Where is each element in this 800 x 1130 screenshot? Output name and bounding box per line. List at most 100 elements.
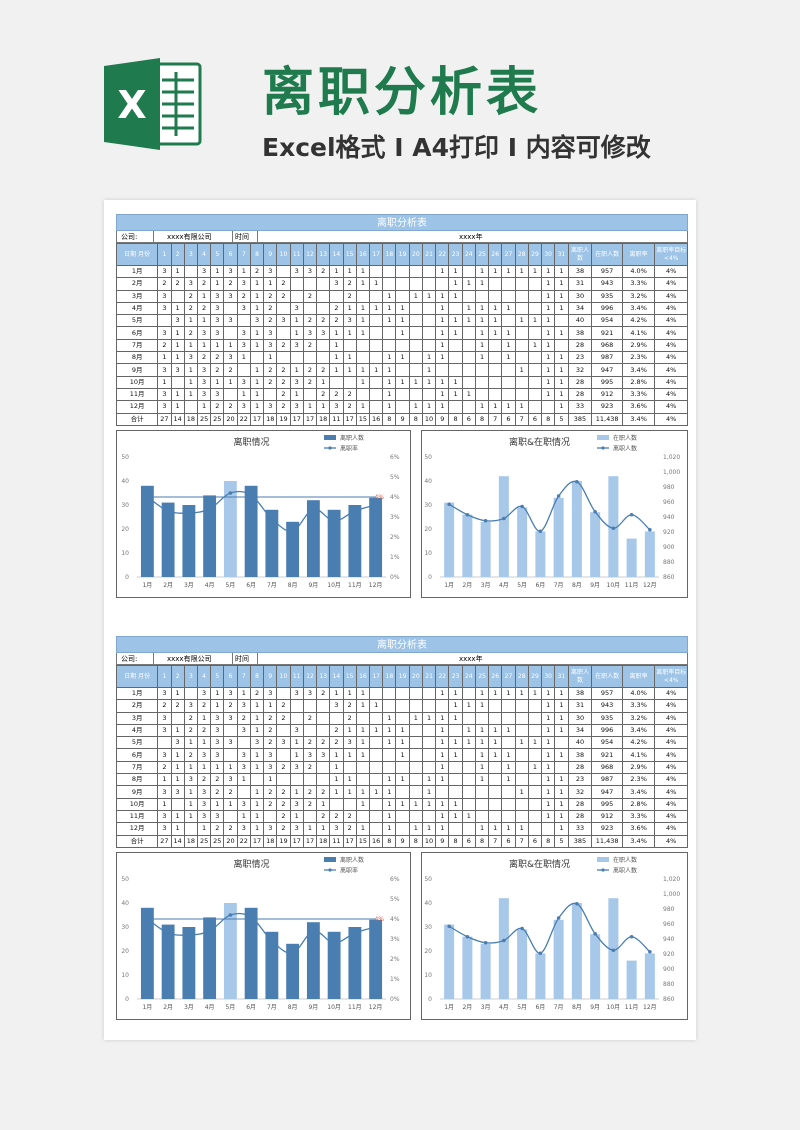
header-day-cell: 17 — [369, 665, 384, 688]
day-cell: 1 — [355, 736, 371, 750]
day-cell: 3 — [329, 277, 344, 291]
line-point — [166, 931, 170, 935]
day-cell: 1 — [448, 686, 463, 701]
day-cell: 1 — [170, 748, 185, 762]
y-tick-right: 2% — [390, 534, 400, 541]
x-tick: 5月 — [225, 1004, 235, 1011]
y-tick-right: 1% — [390, 554, 400, 561]
x-tick: 8月 — [288, 1004, 298, 1011]
month-cell: 10月 — [115, 797, 159, 811]
day-cell — [501, 809, 516, 824]
x-tick: 9月 — [308, 1004, 318, 1011]
line-point — [483, 940, 488, 945]
resigned-cell: 28 — [567, 797, 593, 811]
target-cell: 4% — [654, 363, 688, 377]
header-day-cell: 29 — [527, 243, 543, 266]
day-cell — [408, 809, 423, 824]
day-cell — [382, 326, 397, 340]
bar — [161, 924, 175, 999]
day-cell — [276, 351, 291, 365]
x-tick: 8月 — [572, 1004, 582, 1011]
day-cell: 1 — [289, 363, 304, 377]
day-cell: 1 — [316, 797, 331, 811]
day-cell: 1 — [501, 822, 516, 836]
employed-cell: 954 — [591, 314, 623, 328]
legend-line-label: 离职人数 — [613, 866, 637, 874]
y-tick-right: 6% — [390, 454, 400, 461]
month-cell: 6月 — [115, 748, 159, 762]
day-cell: 1 — [541, 699, 556, 713]
x-tick: 12月 — [643, 1004, 657, 1011]
total-day-cell: 18 — [263, 412, 278, 426]
target-cell: 4% — [654, 289, 688, 303]
day-cell — [316, 760, 331, 775]
day-cell — [382, 277, 397, 291]
day-cell — [421, 338, 437, 353]
day-cell: 1 — [408, 711, 423, 725]
day-cell: 1 — [554, 289, 569, 303]
day-cell: 1 — [210, 338, 225, 353]
day-cell: 3 — [210, 301, 225, 316]
day-cell — [421, 301, 437, 316]
day-cell — [488, 375, 503, 389]
y-tick-right: 1,020 — [663, 876, 680, 883]
y-tick-right: 980 — [663, 906, 675, 913]
line-point — [353, 931, 357, 935]
day-cell: 1 — [541, 686, 556, 701]
day-cell: 1 — [501, 760, 516, 775]
total-day-cell: 18 — [183, 834, 198, 848]
day-cell: 3 — [196, 375, 212, 389]
day-cell — [501, 736, 516, 750]
day-cell: 1 — [448, 375, 463, 389]
day-cell: 1 — [435, 797, 450, 811]
day-cell: 1 — [435, 375, 450, 389]
header-day-cell: 25 — [474, 665, 490, 688]
day-cell — [408, 686, 423, 701]
day-cell: 2 — [263, 785, 278, 799]
day-cell — [369, 797, 384, 811]
day-cell: 1 — [289, 809, 304, 824]
header-rate-cell: 离职率 — [621, 243, 656, 266]
day-cell — [448, 338, 463, 353]
day-cell: 2 — [263, 314, 278, 328]
line-point — [629, 512, 634, 517]
day-cell: 3 — [236, 326, 251, 340]
rate-cell: 2.3% — [621, 773, 656, 787]
day-cell: 1 — [501, 301, 516, 316]
day-cell: 3 — [263, 822, 278, 836]
x-tick: 10月 — [327, 1004, 341, 1011]
line-point — [593, 931, 597, 936]
company-value: xxxx有限公司 — [167, 655, 212, 663]
target-cell: 4% — [654, 822, 688, 836]
line-point — [483, 518, 488, 523]
day-cell — [395, 822, 410, 836]
total-day-cell: 8 — [474, 412, 490, 426]
day-cell: 1 — [342, 785, 357, 799]
day-cell — [421, 314, 437, 328]
day-cell: 3 — [302, 686, 318, 701]
day-cell: 3 — [196, 785, 212, 799]
bar — [626, 538, 637, 577]
day-cell: 2 — [263, 289, 278, 303]
employed-cell: 987 — [591, 351, 623, 365]
y-tick-right: 1,000 — [663, 891, 680, 898]
day-cell: 1 — [527, 314, 543, 328]
total-day-cell: 27 — [157, 412, 172, 426]
day-cell: 1 — [488, 723, 503, 738]
day-cell — [382, 748, 397, 762]
legend-line-label: 离职率 — [340, 866, 358, 874]
day-cell: 1 — [541, 785, 556, 799]
day-cell: 3 — [223, 711, 238, 725]
resigned-cell: 33 — [567, 822, 593, 836]
day-cell: 1 — [435, 822, 450, 836]
day-cell: 2 — [170, 277, 185, 291]
day-cell: 1 — [329, 338, 344, 353]
day-cell: 3 — [157, 711, 172, 725]
bar — [444, 924, 455, 999]
header-resigned-cell: 离职人数 — [567, 665, 593, 688]
day-cell — [514, 289, 529, 303]
header-day-cell: 20 — [408, 665, 423, 688]
header-day-cell: 15 — [342, 243, 357, 266]
month-cell: 7月 — [115, 338, 159, 353]
header-day-cell: 15 — [342, 665, 357, 688]
